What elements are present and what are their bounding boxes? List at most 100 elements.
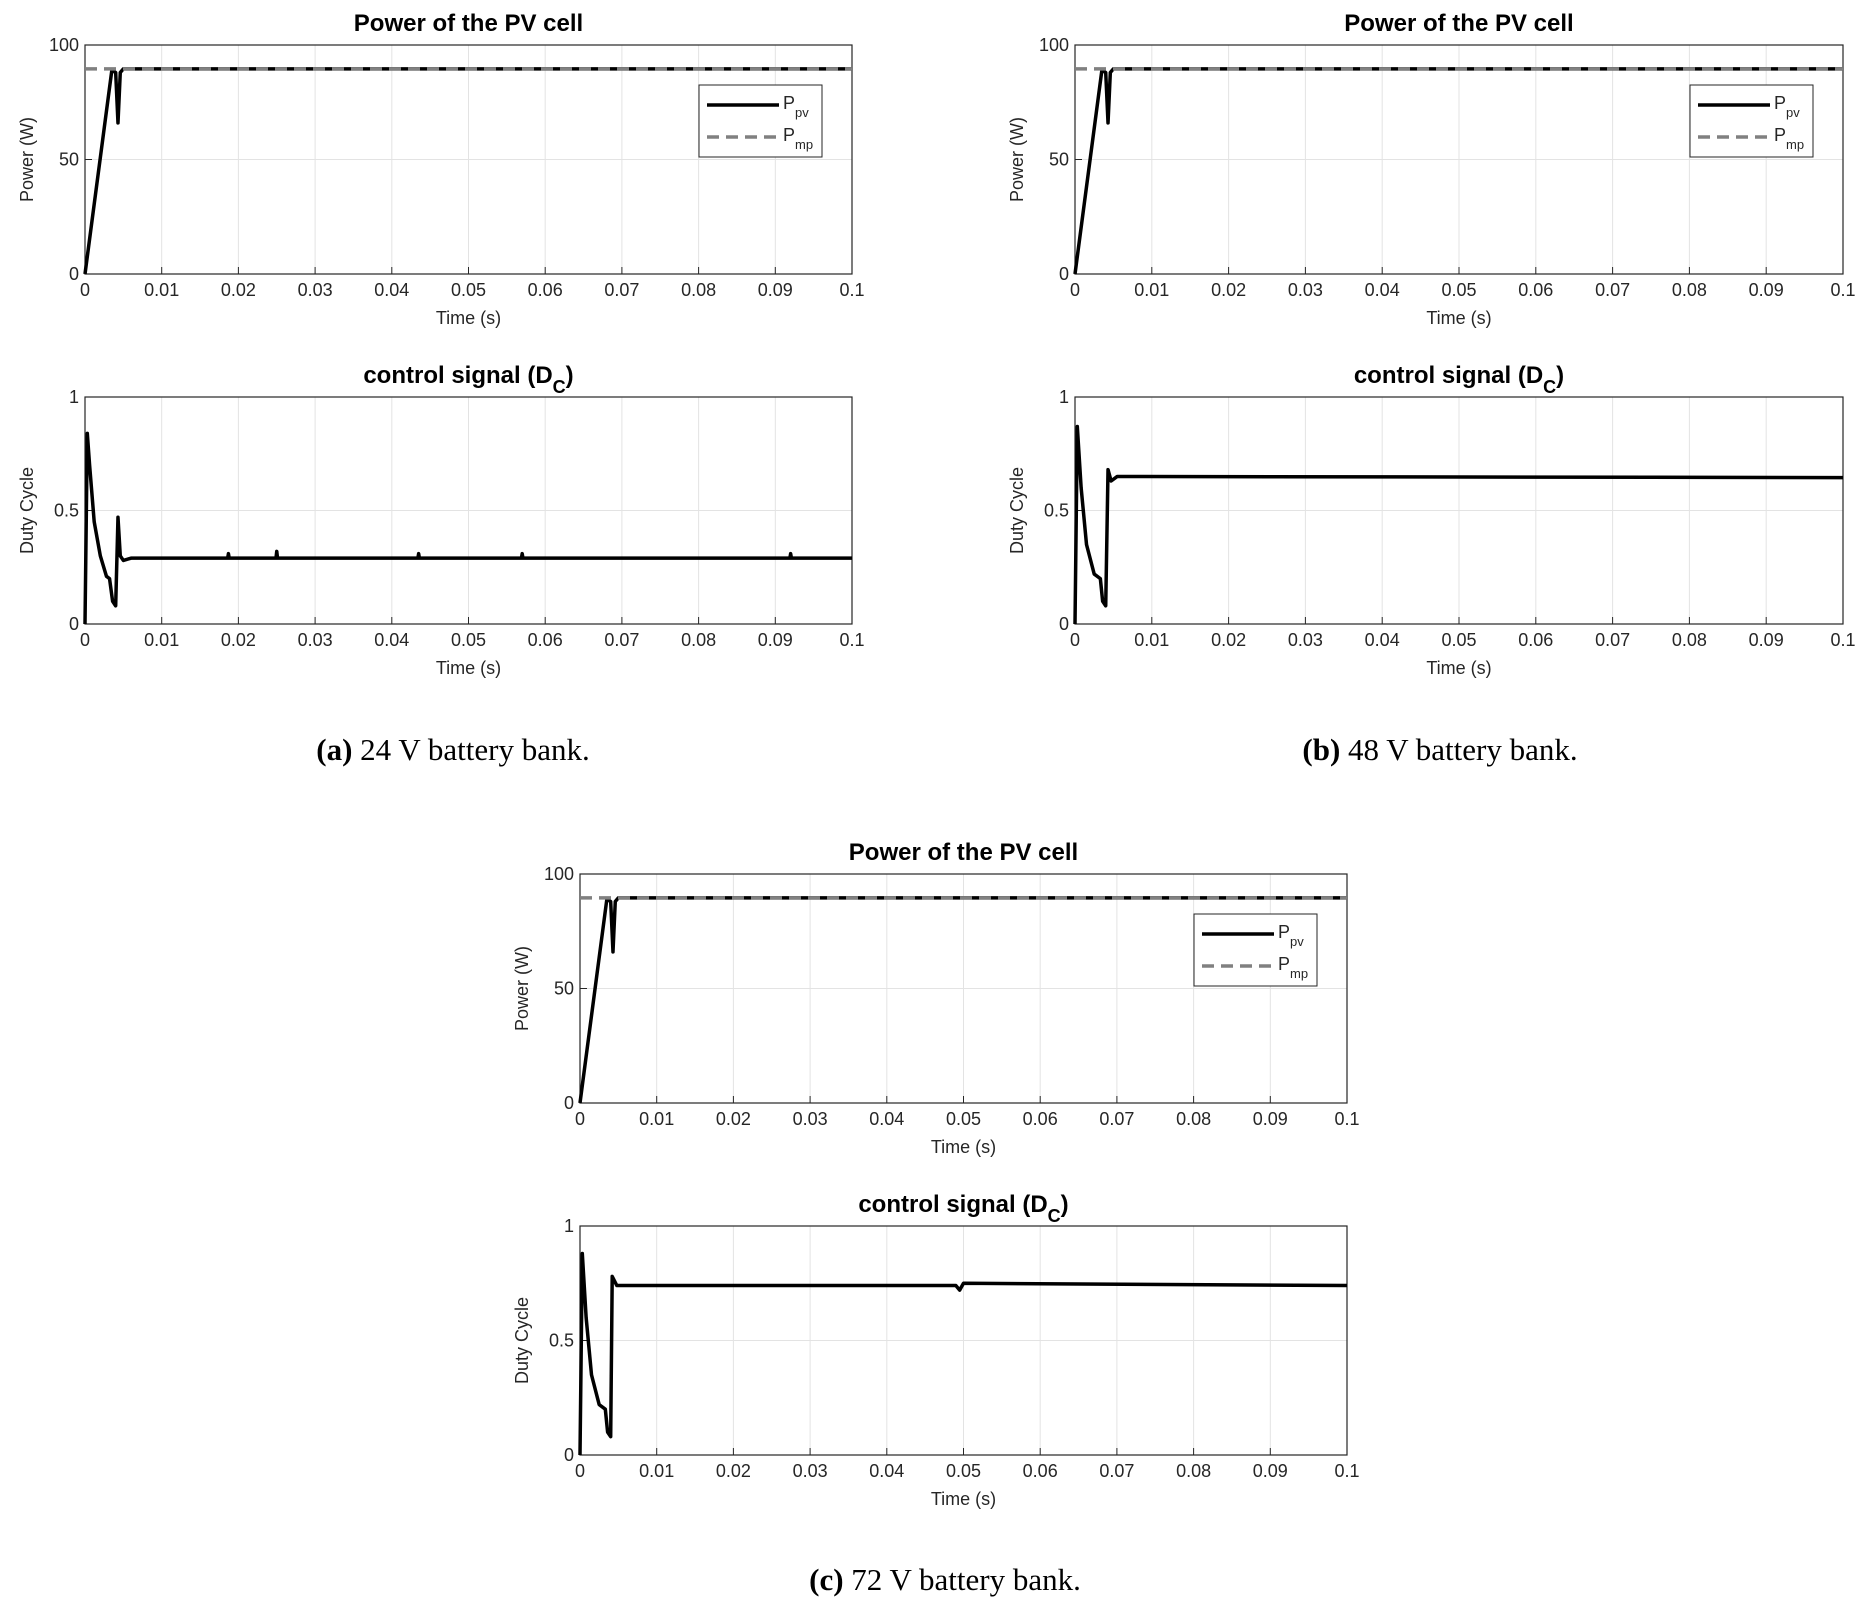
y-tick-label: 0 bbox=[564, 1445, 574, 1465]
x-tick-label: 0.02 bbox=[221, 280, 256, 300]
y-tick-label: 50 bbox=[1049, 150, 1069, 170]
caption-text: 24 V battery bank. bbox=[360, 732, 590, 767]
x-tick-label: 0.09 bbox=[758, 280, 793, 300]
legend-box bbox=[1193, 913, 1318, 987]
caption: (c) 72 V battery bank. bbox=[809, 1562, 1081, 1597]
x-tick-label: 0 bbox=[1070, 280, 1080, 300]
x-tick-label: 0.05 bbox=[1441, 630, 1476, 650]
legend-name: P bbox=[1774, 93, 1786, 113]
x-tick-label: 0.05 bbox=[946, 1109, 981, 1129]
x-tick-label: 0.01 bbox=[1134, 630, 1169, 650]
legend-label: Pmp bbox=[1278, 954, 1308, 981]
x-tick-label: 0.03 bbox=[298, 630, 333, 650]
legend-subscript: pv bbox=[795, 105, 809, 120]
x-tick-label: 0.1 bbox=[1334, 1461, 1359, 1481]
y-tick-label: 0 bbox=[564, 1093, 574, 1113]
caption-label: (a) bbox=[316, 732, 352, 767]
x-tick-label: 0.07 bbox=[1099, 1109, 1134, 1129]
legend-subscript: mp bbox=[1786, 137, 1804, 152]
y-tick-label: 1 bbox=[1059, 387, 1069, 407]
caption-space bbox=[352, 732, 360, 767]
axes-box bbox=[579, 873, 1348, 1104]
title-text: control signal (D bbox=[858, 1191, 1047, 1218]
title-end: ) bbox=[1061, 1191, 1069, 1218]
x-tick-label: 0.02 bbox=[1211, 280, 1246, 300]
x-tick-label: 0.06 bbox=[528, 280, 563, 300]
y-tick-label: 0.5 bbox=[549, 1331, 574, 1351]
title-text: control signal (D bbox=[1354, 362, 1543, 389]
legend-label: Ppv bbox=[1278, 922, 1304, 949]
x-tick-label: 0.03 bbox=[1288, 630, 1323, 650]
x-tick-label: 0.02 bbox=[716, 1109, 751, 1129]
y-axis-label: Power (W) bbox=[17, 117, 37, 202]
x-tick-label: 0.07 bbox=[1099, 1461, 1134, 1481]
x-tick-label: 0.08 bbox=[1672, 280, 1707, 300]
x-axis-label: Time (s) bbox=[931, 1489, 996, 1509]
y-tick-label: 100 bbox=[544, 864, 574, 884]
x-tick-label: 0 bbox=[575, 1461, 585, 1481]
x-tick-label: 0.06 bbox=[1023, 1461, 1058, 1481]
y-axis-label: Duty Cycle bbox=[512, 1297, 532, 1384]
title-subscript: C bbox=[1543, 377, 1556, 397]
x-tick-label: 0.08 bbox=[1176, 1109, 1211, 1129]
y-tick-label: 0.5 bbox=[1044, 501, 1069, 521]
legend-name: P bbox=[1774, 125, 1786, 145]
x-tick-label: 0.01 bbox=[144, 280, 179, 300]
x-axis-label: Time (s) bbox=[1426, 658, 1491, 678]
y-tick-label: 0 bbox=[1059, 264, 1069, 284]
x-tick-label: 0.08 bbox=[1176, 1461, 1211, 1481]
x-tick-label: 0 bbox=[575, 1109, 585, 1129]
legend-name: P bbox=[783, 93, 795, 113]
x-tick-label: 0.07 bbox=[604, 280, 639, 300]
title-text: Power of the PV cell bbox=[354, 10, 583, 37]
x-tick-label: 0.09 bbox=[1749, 280, 1784, 300]
y-tick-label: 0 bbox=[1059, 614, 1069, 634]
legend-label: Ppv bbox=[1774, 93, 1800, 120]
y-tick-label: 0 bbox=[69, 264, 79, 284]
chart-title: Power of the PV cell bbox=[849, 839, 1078, 866]
y-tick-label: 1 bbox=[69, 387, 79, 407]
y-axis-label: Power (W) bbox=[1007, 117, 1027, 202]
x-tick-label: 0.07 bbox=[1595, 630, 1630, 650]
caption: (a) 24 V battery bank. bbox=[316, 732, 590, 767]
caption-label: (c) bbox=[809, 1562, 843, 1597]
x-tick-label: 0.02 bbox=[1211, 630, 1246, 650]
legend-label: Pmp bbox=[1774, 125, 1804, 152]
x-tick-label: 0.05 bbox=[1441, 280, 1476, 300]
legend-box bbox=[1689, 84, 1814, 158]
x-tick-label: 0.09 bbox=[1749, 630, 1784, 650]
data-line bbox=[1073, 424, 1844, 625]
x-tick-label: 0.03 bbox=[1288, 280, 1323, 300]
caption-space bbox=[1340, 732, 1348, 767]
x-tick-label: 0.1 bbox=[1334, 1109, 1359, 1129]
y-tick-label: 50 bbox=[59, 150, 79, 170]
y-tick-label: 50 bbox=[554, 979, 574, 999]
x-tick-label: 0.07 bbox=[1595, 280, 1630, 300]
legend-subscript: mp bbox=[795, 137, 813, 152]
x-axis-label: Time (s) bbox=[436, 658, 501, 678]
x-tick-label: 0.06 bbox=[1518, 630, 1553, 650]
x-tick-label: 0.01 bbox=[639, 1109, 674, 1129]
x-tick-label: 0 bbox=[80, 280, 90, 300]
x-tick-label: 0 bbox=[80, 630, 90, 650]
legend-subscript: pv bbox=[1290, 934, 1304, 949]
x-axis-label: Time (s) bbox=[931, 1137, 996, 1157]
x-tick-label: 0.1 bbox=[839, 280, 864, 300]
x-axis-label: Time (s) bbox=[436, 308, 501, 328]
legend-label: Ppv bbox=[783, 93, 809, 120]
caption-label: (b) bbox=[1302, 732, 1340, 767]
chart-title: control signal (DC) bbox=[1354, 362, 1564, 397]
chart-title: Power of the PV cell bbox=[1344, 10, 1573, 37]
x-tick-label: 0.04 bbox=[869, 1109, 904, 1129]
x-tick-label: 0.08 bbox=[681, 280, 716, 300]
x-tick-label: 0.01 bbox=[144, 630, 179, 650]
x-tick-label: 0.05 bbox=[451, 630, 486, 650]
x-tick-label: 0.03 bbox=[793, 1461, 828, 1481]
x-tick-label: 0.02 bbox=[716, 1461, 751, 1481]
x-axis-label: Time (s) bbox=[1426, 308, 1491, 328]
x-tick-label: 0.04 bbox=[869, 1461, 904, 1481]
legend-name: P bbox=[1278, 922, 1290, 942]
caption-space bbox=[844, 1562, 852, 1597]
caption-text: 72 V battery bank. bbox=[851, 1562, 1081, 1597]
